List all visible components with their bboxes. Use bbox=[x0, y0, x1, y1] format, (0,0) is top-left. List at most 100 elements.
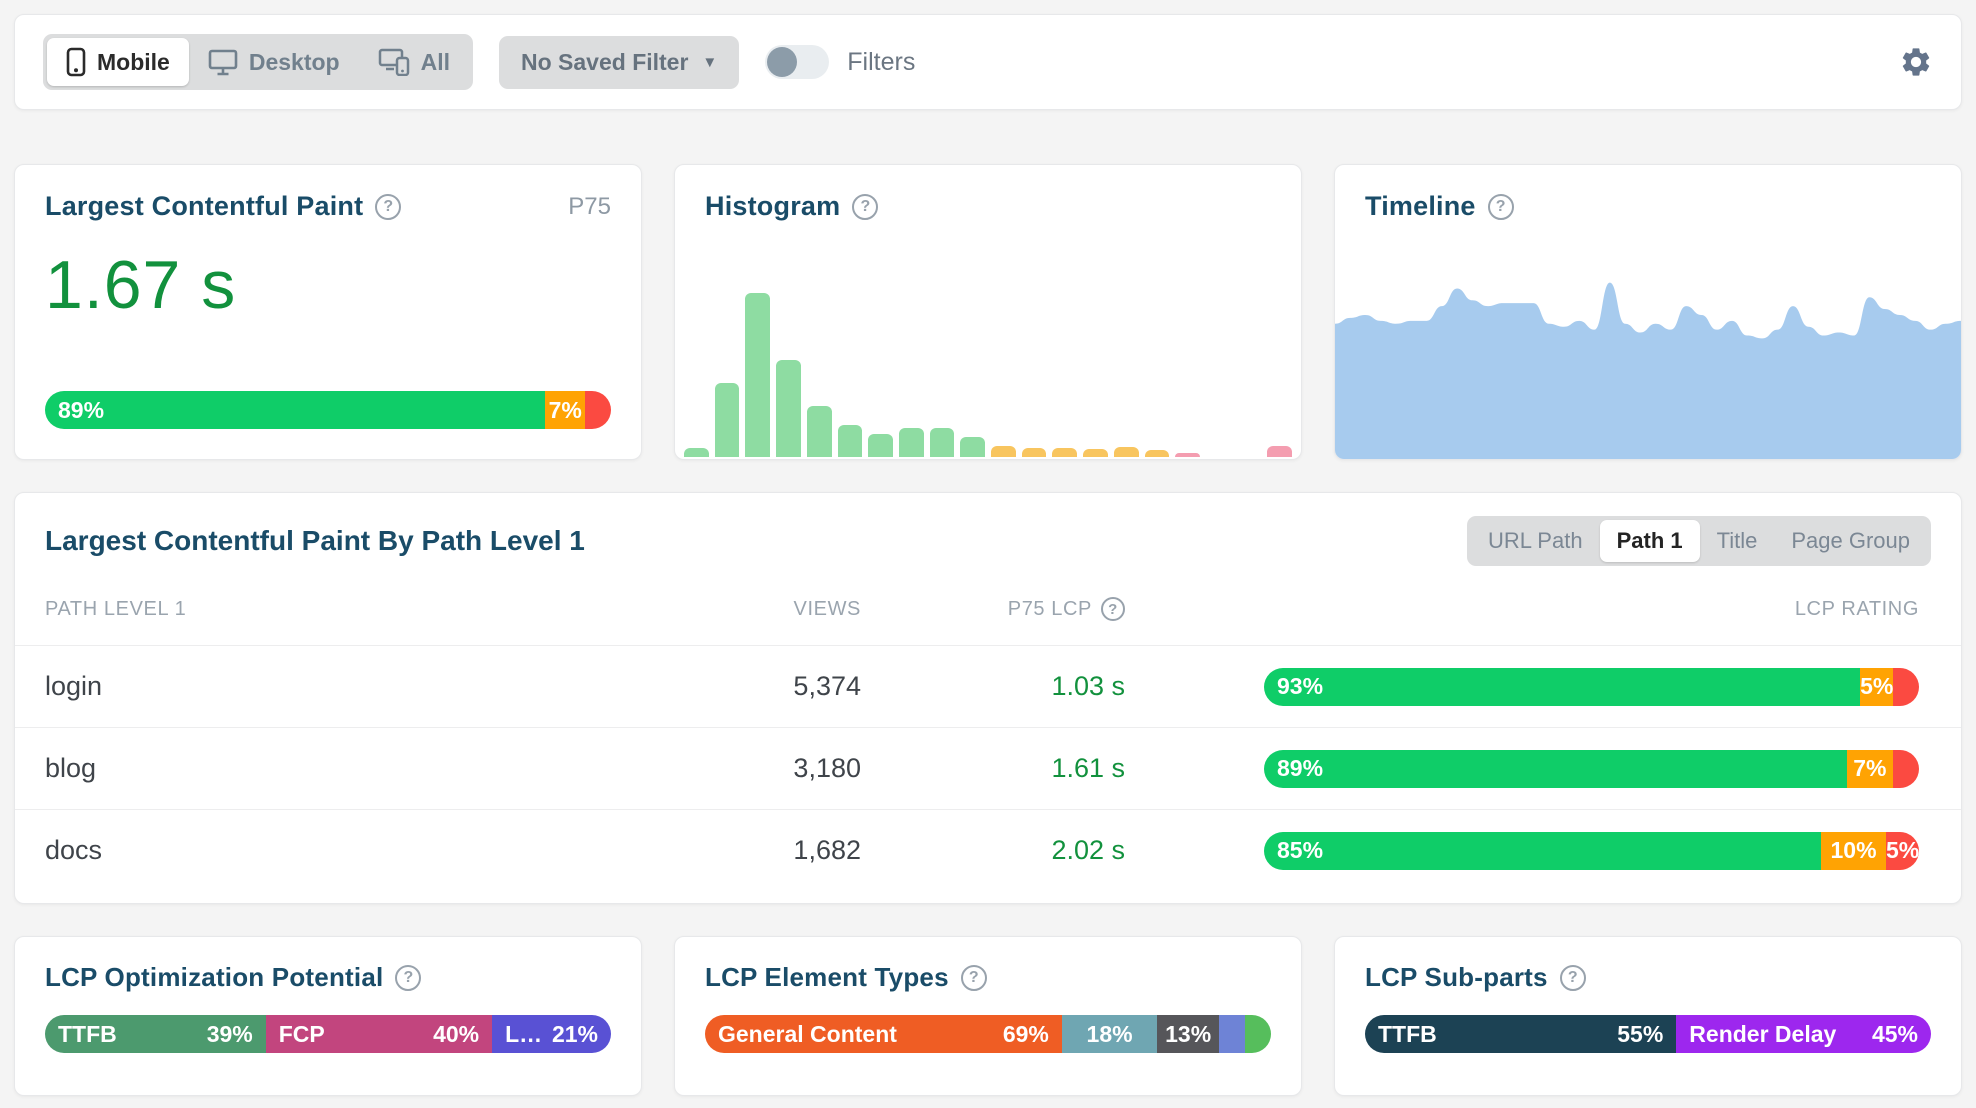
views-cell: 5,374 bbox=[793, 671, 861, 701]
element-types-card: LCP Element Types ? General Content 69% 18… bbox=[674, 936, 1302, 1096]
column-header-views: VIEWS bbox=[793, 597, 861, 620]
element-types-card-title: LCP Element Types bbox=[705, 962, 949, 992]
help-icon[interactable]: ? bbox=[395, 964, 422, 991]
bar-segment: 13% bbox=[1157, 1015, 1220, 1053]
table-header-row: PATH LEVEL 1 VIEWS P75 LCP ? LCP RATING bbox=[45, 597, 1931, 645]
metric-cards-row: Largest Contentful Paint ? P75 1.67 s 89… bbox=[14, 164, 1962, 460]
lcp-rating-bar: 89% 7% bbox=[1264, 749, 1919, 788]
path-cell: docs bbox=[45, 835, 103, 865]
column-header-p75: P75 LCP ? bbox=[1008, 597, 1125, 621]
bar-segment: FCP 40% bbox=[265, 1015, 493, 1053]
path-grouping-tabs: URL Path Path 1 Title Page Group bbox=[1467, 516, 1931, 566]
optimization-card-title: LCP Optimization Potential bbox=[45, 962, 384, 992]
table-row[interactable]: docs 1,682 2.02 s 85% 10% 5% bbox=[15, 809, 1961, 891]
histogram-chart[interactable] bbox=[684, 285, 1293, 457]
device-option-label: Mobile bbox=[97, 48, 170, 75]
device-option-label: Desktop bbox=[248, 48, 340, 75]
device-toggle: Mobile Desktop All bbox=[43, 34, 473, 90]
table-row[interactable]: blog 3,180 1.61 s 89% 7% bbox=[15, 727, 1961, 809]
lcp-value: 1.67 s bbox=[45, 247, 237, 323]
histogram-bin bbox=[929, 427, 955, 457]
p75-cell: 1.03 s bbox=[1051, 671, 1125, 701]
gear-icon bbox=[1902, 48, 1930, 76]
histogram-bin bbox=[776, 360, 801, 457]
bar-segment bbox=[1219, 1015, 1246, 1053]
bar-segment: TTFB 39% bbox=[45, 1015, 266, 1053]
tab-path-1[interactable]: Path 1 bbox=[1599, 520, 1700, 562]
device-option-mobile[interactable]: Mobile bbox=[47, 38, 189, 86]
settings-button[interactable] bbox=[1899, 45, 1933, 79]
help-icon[interactable]: ? bbox=[1101, 597, 1125, 621]
histogram-bin bbox=[1083, 448, 1108, 457]
desktop-icon bbox=[208, 49, 238, 75]
help-icon[interactable]: ? bbox=[375, 193, 402, 220]
table-row[interactable]: login 5,374 1.03 s 93% 5% bbox=[15, 645, 1961, 727]
histogram-bin bbox=[806, 405, 832, 457]
histogram-bin bbox=[837, 424, 863, 457]
toggle-knob bbox=[767, 47, 798, 77]
bar-segment bbox=[1892, 749, 1919, 788]
bar-segment: 7% bbox=[545, 391, 585, 429]
histogram-bin bbox=[868, 434, 893, 457]
filters-toggle-label: Filters bbox=[847, 47, 916, 76]
bar-segment: 89% bbox=[45, 391, 546, 429]
bar-segment: 7% bbox=[1846, 749, 1893, 788]
subparts-card-title: LCP Sub-parts bbox=[1365, 962, 1548, 992]
tab-page-group[interactable]: Page Group bbox=[1791, 528, 1910, 553]
tab-url-path[interactable]: URL Path bbox=[1488, 528, 1583, 553]
mobile-icon bbox=[66, 47, 86, 77]
timeline-card-title: Timeline bbox=[1365, 191, 1476, 221]
filters-toggle[interactable] bbox=[765, 45, 830, 79]
tab-title[interactable]: Title bbox=[1716, 528, 1758, 553]
path-cell: login bbox=[45, 671, 103, 701]
histogram-bin bbox=[898, 427, 924, 457]
bar-segment: 85% bbox=[1264, 831, 1821, 870]
lcp-by-path-card: Largest Contentful Paint By Path Level 1… bbox=[14, 492, 1962, 904]
histogram-bin bbox=[991, 445, 1016, 457]
table-body: login 5,374 1.03 s 93% 5% blog 3,180 1.61… bbox=[15, 645, 1961, 891]
histogram-bin bbox=[1144, 449, 1170, 457]
all-devices-icon bbox=[378, 48, 409, 76]
p75-cell: 1.61 s bbox=[1051, 753, 1125, 783]
bar-segment: 10% bbox=[1820, 831, 1887, 870]
lcp-rating-bar: 93% 5% bbox=[1264, 667, 1919, 706]
histogram-bin bbox=[745, 293, 771, 457]
table-title: Largest Contentful Paint By Path Level 1 bbox=[45, 525, 585, 556]
timeline-card: Timeline ? bbox=[1334, 164, 1962, 460]
path-cell: blog bbox=[45, 753, 97, 783]
help-icon[interactable]: ? bbox=[1487, 193, 1514, 220]
subparts-card: LCP Sub-parts ? TTFB 55% Render Delay 45% bbox=[1334, 936, 1962, 1096]
device-option-desktop[interactable]: Desktop bbox=[189, 38, 359, 86]
optimization-stacked-bar: TTFB 39% FCP 40% L… 21% bbox=[45, 1015, 611, 1053]
histogram-bin bbox=[684, 447, 709, 457]
bar-segment: Render Delay 45% bbox=[1676, 1015, 1931, 1053]
histogram-bin bbox=[1021, 447, 1047, 457]
filter-toolbar: Mobile Desktop All No Saved Filter ▼ Fil… bbox=[14, 14, 1962, 110]
lcp-summary-card: Largest Contentful Paint ? P75 1.67 s 89… bbox=[14, 164, 642, 460]
chevron-down-icon: ▼ bbox=[702, 53, 718, 71]
device-option-all[interactable]: All bbox=[359, 38, 469, 86]
histogram-bin bbox=[1052, 447, 1078, 457]
bar-segment: 5% bbox=[1886, 831, 1919, 870]
subparts-stacked-bar: TTFB 55% Render Delay 45% bbox=[1365, 1015, 1931, 1053]
bar-segment bbox=[1245, 1015, 1271, 1053]
optimization-potential-card: LCP Optimization Potential ? TTFB 39% FCP 4… bbox=[14, 936, 642, 1096]
bar-segment: TTFB 55% bbox=[1365, 1015, 1677, 1053]
saved-filter-label: No Saved Filter bbox=[520, 48, 689, 75]
element-types-stacked-bar: General Content 69% 18% 13% bbox=[705, 1015, 1271, 1053]
views-cell: 3,180 bbox=[793, 753, 861, 783]
p75-cell: 2.02 s bbox=[1051, 835, 1125, 865]
timeline-chart[interactable] bbox=[1335, 165, 1961, 459]
help-icon[interactable]: ? bbox=[1559, 964, 1586, 991]
bar-segment: L… 21% bbox=[492, 1015, 611, 1053]
column-header-rating: LCP RATING bbox=[1794, 597, 1919, 620]
bar-segment: General Content 69% bbox=[705, 1015, 1062, 1053]
saved-filter-dropdown[interactable]: No Saved Filter ▼ bbox=[498, 35, 740, 89]
device-option-label: All bbox=[420, 48, 450, 75]
bar-segment: 5% bbox=[1860, 667, 1893, 706]
help-icon[interactable]: ? bbox=[852, 193, 879, 220]
views-cell: 1,682 bbox=[793, 835, 861, 865]
help-icon[interactable]: ? bbox=[960, 964, 987, 991]
bar-segment bbox=[585, 391, 611, 429]
